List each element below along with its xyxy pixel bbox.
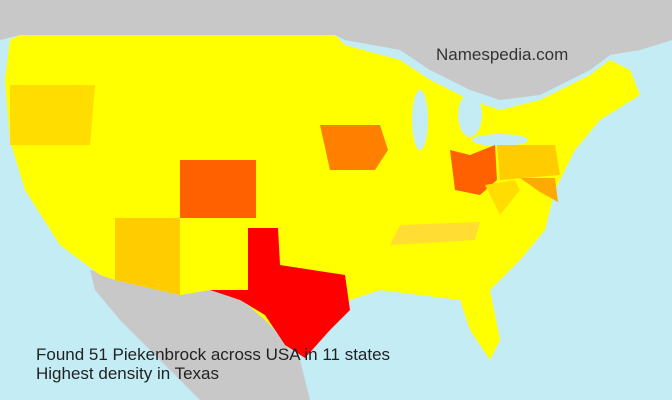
brand-watermark: Namespedia.com: [436, 45, 569, 64]
mexico-land: [90, 270, 310, 400]
caption-density: Highest density in Texas: [36, 364, 220, 383]
lake-huron: [458, 93, 482, 137]
result-caption: Found 51 Piekenbrock across USA in 11 st…: [36, 345, 390, 383]
lake-michigan: [412, 90, 428, 150]
state-arizona: [115, 218, 180, 295]
state-west-virginia: [485, 180, 520, 215]
lake-erie: [472, 134, 528, 146]
state-pennsylvania: [497, 145, 560, 180]
state-oregon: [10, 85, 95, 145]
state-colorado: [180, 160, 256, 218]
canada-land: [0, 0, 672, 100]
state-ohio: [450, 145, 497, 195]
state-tennessee: [390, 222, 480, 245]
state-iowa: [320, 125, 388, 170]
caption-found: Found 51 Piekenbrock across USA in 11 st…: [36, 345, 391, 364]
state-texas: [210, 228, 350, 358]
state-maryland: [520, 178, 558, 202]
